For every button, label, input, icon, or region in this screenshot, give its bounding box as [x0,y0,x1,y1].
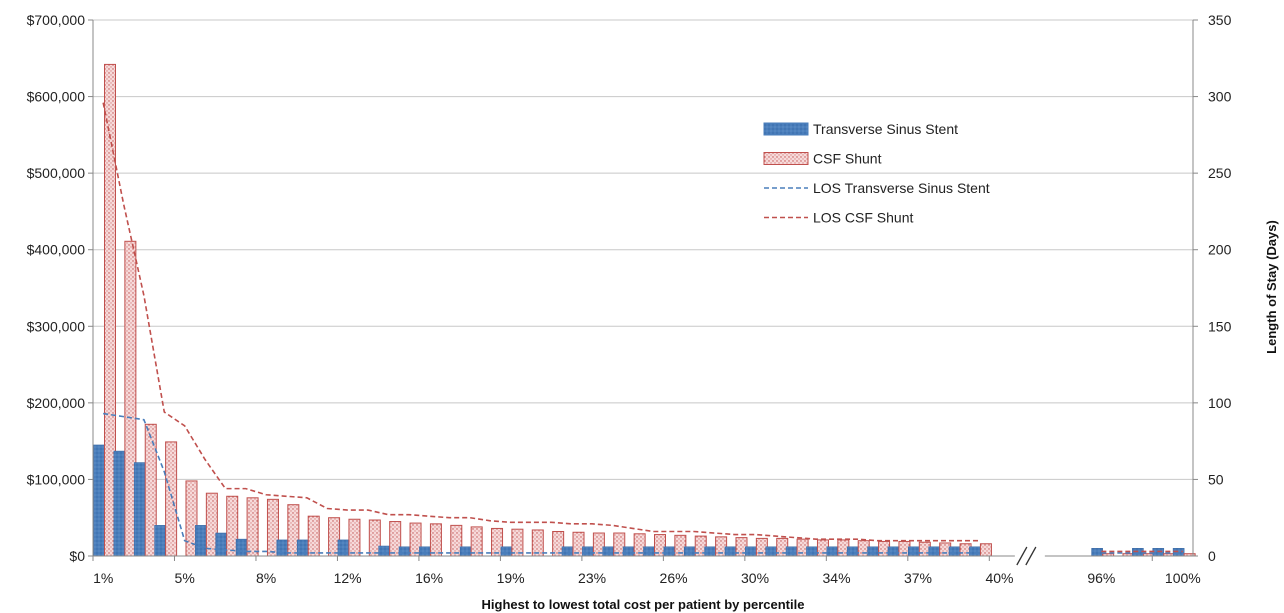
bar-csf-shunt [307,515,320,557]
left-y-tick-label: $0 [69,548,85,564]
line-los-transverse-sinus-stent [103,412,980,554]
left-y-tick-label: $300,000 [27,318,86,334]
bar-transverse-sinus-stent [93,444,105,557]
bar-transverse-sinus-stent [826,546,839,557]
x-tick-label: 26% [660,570,688,586]
left-y-tick-label: $700,000 [27,12,86,28]
bar-csf-shunt [246,497,259,557]
bar-transverse-sinus-stent [133,462,146,557]
x-tick-label: 100% [1165,570,1201,586]
bar-transverse-sinus-stent [724,546,737,557]
right-y-tick-label: 100 [1208,395,1232,411]
legend: Transverse Sinus Stent CSF Shunt LOS Trans… [763,121,990,226]
axis-break [1014,546,1045,566]
bar-transverse-sinus-stent [215,532,228,557]
bar-transverse-sinus-stent [969,546,981,557]
x-tick-label: 1% [93,570,113,586]
right-y-tick-label: 350 [1208,12,1232,28]
right-y-axis-title: Length of Stay (Days) [1264,220,1279,354]
bar-transverse-sinus-stent [1091,548,1103,557]
bar-csf-shunt [429,523,442,557]
x-tick-label: 37% [904,570,932,586]
bar-transverse-sinus-stent [459,546,472,557]
bar-transverse-sinus-stent [113,450,126,557]
legend-label: LOS Transverse Sinus Stent [813,180,990,196]
bar-transverse-sinus-stent [908,546,920,557]
x-tick-label: 5% [175,570,195,586]
legend-label: LOS CSF Shunt [813,210,913,226]
bar-transverse-sinus-stent [704,546,716,557]
bar-csf-shunt [511,528,524,557]
bar-transverse-sinus-stent [948,546,961,557]
bar-csf-shunt [979,543,992,557]
x-tick-label: 40% [985,570,1013,586]
bar-transverse-sinus-stent [785,546,798,557]
bar-transverse-sinus-stent [398,546,411,557]
left-y-tick-label: $400,000 [27,242,86,258]
bar-transverse-sinus-stent [561,546,574,557]
bar-transverse-sinus-stent [806,546,818,557]
gridlines [93,19,1193,480]
bar-csf-shunt [531,529,544,557]
bar-csf-shunt [470,526,483,557]
x-tick-label: 12% [334,570,362,586]
right-y-tick-label: 50 [1208,471,1224,487]
right-y-tick-label: 300 [1208,89,1232,105]
bar-transverse-sinus-stent [154,525,166,557]
right-y-tick-label: 150 [1208,318,1232,334]
bar-transverse-sinus-stent [582,546,594,557]
x-tick-label: 16% [415,570,443,586]
bars [93,63,1196,557]
bar-csf-shunt [165,441,178,557]
x-ticks: 1% 5% 8% 12% 16% 19% 23% 26% 30% 34% 37% 40% 96% 100% [93,570,1201,586]
legend-label: Transverse Sinus Stent [813,121,958,137]
bar-transverse-sinus-stent [867,546,879,557]
bar-transverse-sinus-stent [663,546,676,557]
legend-swatch [763,122,809,136]
right-y-tick-label: 200 [1208,242,1232,258]
legend-swatch [763,152,809,165]
left-y-tick-label: $600,000 [27,89,86,105]
bar-transverse-sinus-stent [378,545,390,557]
bar-transverse-sinus-stent [643,546,655,557]
bar-transverse-sinus-stent [683,546,696,557]
bar-transverse-sinus-stent [846,546,859,557]
x-tick-label: 96% [1087,570,1115,586]
right-y-ticks: 0 50 100 150 200 250 300 350 [1208,12,1232,564]
axis-break-gap [1014,550,1045,562]
x-tick-label: 30% [741,570,769,586]
bar-transverse-sinus-stent [235,538,248,557]
line-los-csf-shunt [102,102,980,542]
axis-break-mark [1025,546,1037,566]
bar-transverse-sinus-stent [887,546,900,557]
left-y-tick-label: $100,000 [27,471,86,487]
x-axis-title: Highest to lowest total cost per patient… [482,597,805,612]
right-y-tick-label: 250 [1208,165,1232,181]
bar-transverse-sinus-stent [500,546,513,557]
left-y-tick-label: $500,000 [27,165,86,181]
bar-transverse-sinus-stent [195,525,207,557]
los-lines [102,102,1183,554]
right-y-tick-label: 0 [1208,548,1216,564]
bar-transverse-sinus-stent [928,546,940,557]
x-tick-label: 8% [256,570,276,586]
axes [88,19,1198,561]
x-tick-label: 19% [497,570,525,586]
x-tick-label: 23% [578,570,606,586]
left-y-ticks: $0 $100,000 $200,000 $300,000 $400,000 $500,0… [27,12,86,564]
bar-transverse-sinus-stent [602,546,615,557]
legend-label: CSF Shunt [813,151,882,167]
bar-transverse-sinus-stent [419,546,431,557]
bar-transverse-sinus-stent [745,546,757,557]
bar-transverse-sinus-stent [622,546,635,557]
axis-break-mark [1016,546,1028,566]
left-y-tick-label: $200,000 [27,395,86,411]
x-tick-label: 34% [823,570,851,586]
bar-csf-shunt [348,518,361,557]
bar-transverse-sinus-stent [765,546,778,557]
